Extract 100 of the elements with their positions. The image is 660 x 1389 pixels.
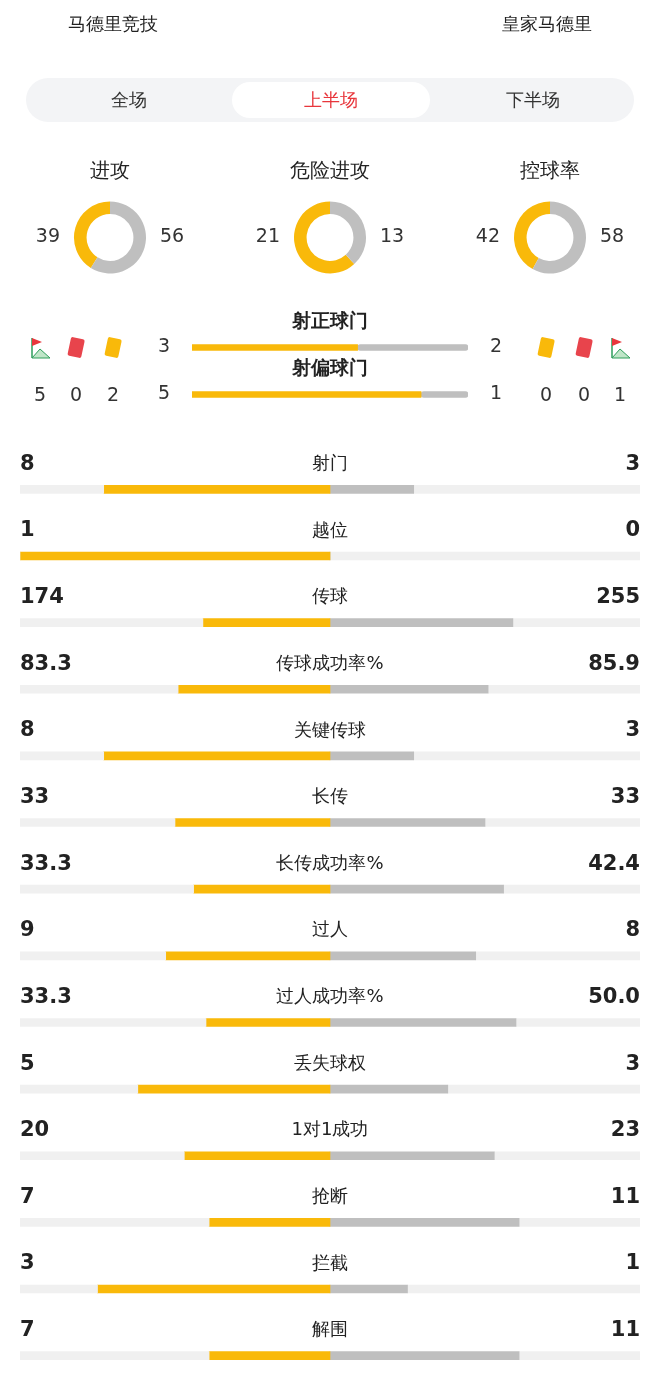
text: 2 bbox=[105, 382, 121, 405]
bar bbox=[208, 1351, 331, 1361]
bar bbox=[329, 1284, 408, 1294]
annotation: 3 bbox=[625, 717, 640, 742]
text: 0 bbox=[538, 382, 554, 405]
bar bbox=[20, 818, 176, 827]
annotation: 20 bbox=[20, 1117, 50, 1142]
annotation: 3 bbox=[625, 1050, 640, 1075]
chart-title: 危险进攻 bbox=[290, 158, 370, 183]
annotation: 0 bbox=[625, 517, 640, 542]
bar bbox=[413, 484, 640, 494]
y-tick-label: 过人成功率% bbox=[276, 985, 384, 1007]
bar bbox=[177, 684, 331, 694]
bar bbox=[137, 1084, 331, 1094]
annotation: 33 bbox=[20, 783, 50, 808]
bar bbox=[20, 1284, 98, 1294]
y-tick-label: 射偏球门 bbox=[291, 356, 368, 379]
annotation: 8 bbox=[625, 917, 640, 942]
y-tick-label: 拦截 bbox=[312, 1251, 348, 1273]
annotation: 174 bbox=[20, 584, 64, 609]
bar bbox=[329, 884, 504, 894]
y-tick-label: 1对1成功 bbox=[291, 1118, 369, 1140]
annotation: 1 bbox=[20, 517, 35, 542]
bar bbox=[205, 1018, 331, 1027]
annotation: 33.3 bbox=[20, 983, 72, 1008]
annotation: 33 bbox=[610, 783, 640, 808]
data-label: 21 bbox=[255, 224, 280, 247]
text: 5 bbox=[157, 381, 170, 404]
text: 3 bbox=[157, 334, 170, 357]
bar bbox=[329, 1351, 520, 1361]
y-tick-label: 解围 bbox=[312, 1318, 348, 1340]
chart-title: 控球率 bbox=[520, 158, 580, 183]
bar bbox=[329, 751, 415, 761]
annotation: 11 bbox=[610, 1183, 640, 1208]
bar bbox=[329, 684, 489, 694]
annotation: 7 bbox=[20, 1317, 35, 1342]
text: 上半场 bbox=[232, 82, 430, 118]
bar bbox=[103, 751, 331, 761]
data-label: 42 bbox=[475, 224, 500, 247]
bar bbox=[20, 884, 194, 894]
annotation: 85.9 bbox=[588, 650, 640, 675]
bar bbox=[20, 1351, 210, 1361]
bar bbox=[487, 684, 640, 694]
text: 0 bbox=[68, 382, 84, 405]
bar bbox=[512, 618, 640, 627]
bar bbox=[20, 1218, 210, 1227]
annotation: 3 bbox=[20, 1250, 35, 1275]
bar bbox=[20, 551, 331, 561]
text: 1 bbox=[612, 382, 628, 405]
bar bbox=[20, 951, 167, 961]
annotation: 11 bbox=[610, 1317, 640, 1342]
annotation: 1 bbox=[625, 1250, 640, 1275]
bar bbox=[447, 1084, 640, 1094]
bar bbox=[208, 1218, 331, 1227]
text: 皇家马德里 bbox=[502, 12, 592, 36]
text: 马德里竞技 bbox=[68, 12, 158, 36]
text: 5 bbox=[32, 382, 48, 405]
y-tick-label: 射正球门 bbox=[291, 309, 368, 332]
bar bbox=[193, 884, 331, 894]
data-label: 56 bbox=[160, 224, 185, 247]
annotation: 8 bbox=[20, 717, 35, 742]
bar bbox=[183, 1151, 331, 1161]
y-tick-label: 长传 bbox=[312, 785, 348, 807]
data-label: 39 bbox=[35, 224, 60, 247]
data-label: 13 bbox=[380, 224, 405, 247]
bar bbox=[484, 818, 640, 827]
bar bbox=[503, 884, 640, 894]
annotation: 7 bbox=[20, 1183, 35, 1208]
chart-title: 进攻 bbox=[90, 158, 130, 183]
annotation: 23 bbox=[610, 1117, 640, 1142]
bar bbox=[20, 1084, 139, 1094]
y-tick-label: 长传成功率% bbox=[276, 851, 384, 873]
bar bbox=[329, 551, 640, 561]
bar bbox=[20, 618, 204, 627]
y-tick-label: 抢断 bbox=[312, 1185, 348, 1207]
bar bbox=[20, 484, 105, 494]
bar bbox=[475, 951, 640, 961]
y-tick-label: 关键传球 bbox=[294, 718, 366, 740]
bar bbox=[165, 951, 331, 961]
annotation: 5 bbox=[20, 1050, 35, 1075]
text: 2 bbox=[490, 334, 503, 357]
bar bbox=[518, 1218, 640, 1227]
bar bbox=[20, 1151, 185, 1161]
bar bbox=[202, 618, 331, 627]
bar bbox=[329, 818, 486, 827]
bar bbox=[329, 1018, 517, 1027]
text: 下半场 bbox=[505, 88, 561, 112]
annotation: 83.3 bbox=[20, 650, 72, 675]
bar bbox=[20, 1018, 207, 1027]
bar bbox=[329, 1218, 520, 1227]
annotation: 33.3 bbox=[20, 850, 72, 875]
bar bbox=[518, 1351, 640, 1361]
bar bbox=[515, 1018, 640, 1027]
bar bbox=[329, 484, 415, 494]
bar bbox=[493, 1151, 640, 1161]
annotation: 50.0 bbox=[588, 983, 640, 1008]
bar bbox=[329, 618, 514, 627]
bar bbox=[407, 1284, 640, 1294]
annotation: 8 bbox=[20, 450, 35, 475]
annotation: 9 bbox=[20, 917, 35, 942]
